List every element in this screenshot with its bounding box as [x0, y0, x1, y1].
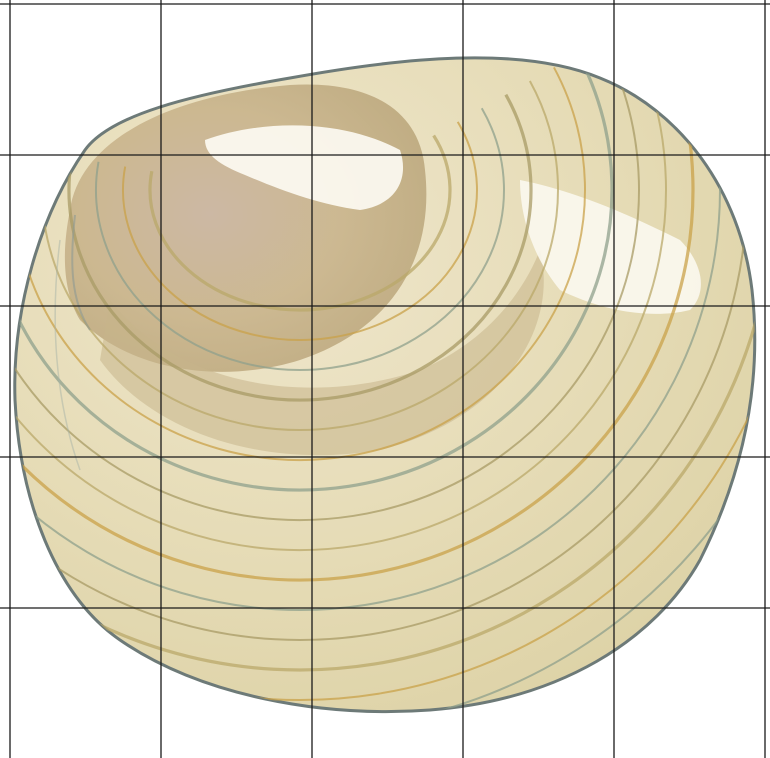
illustration-canvas: [0, 0, 770, 758]
clam-shell-illustration: [0, 0, 770, 758]
